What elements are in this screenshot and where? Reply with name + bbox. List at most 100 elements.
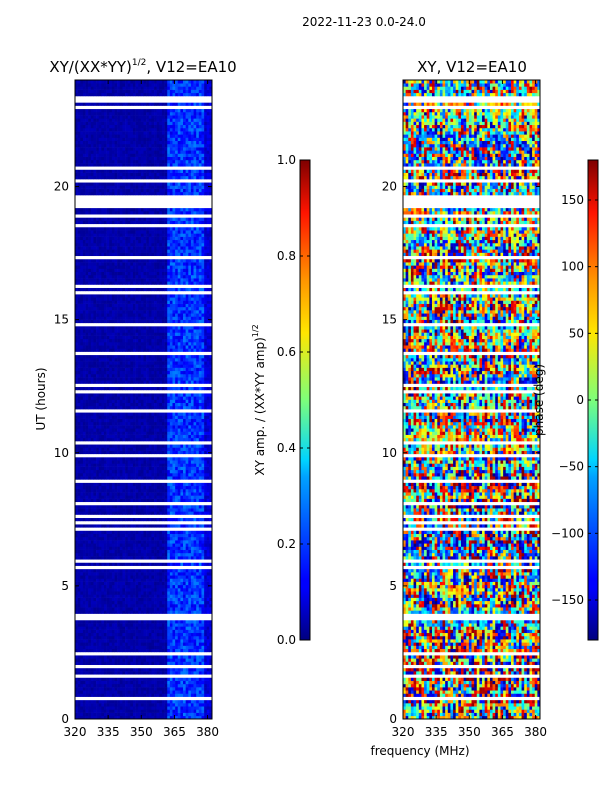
heatmap-cell [77,610,81,614]
heatmap-cell [90,645,94,650]
heatmap-cell [198,581,202,586]
heatmap-cell [130,508,134,512]
heatmap-cell [130,373,134,378]
heatmap-cell [122,402,126,407]
heatmap-cell [143,418,147,423]
heatmap-cell [164,476,168,480]
heatmap-cell [140,530,144,534]
heatmap-cell [77,428,81,432]
heatmap-cell [209,495,213,499]
heatmap-cell [154,495,157,499]
heatmap-cell [206,469,210,474]
heatmap-cell [114,661,118,665]
heatmap-cell [156,361,160,365]
heatmap-cell [85,709,89,713]
heatmap-cell [93,428,97,432]
heatmap-cell [175,524,179,528]
heatmap-cell [209,466,213,471]
heatmap-cell [161,469,165,474]
heatmap-cell [198,447,202,451]
heatmap-cell [177,421,181,426]
heatmap-cell [75,399,78,403]
heatmap-cell [209,508,213,512]
heatmap-cell [85,428,89,432]
heatmap-cell [130,530,134,534]
heatmap-cell [125,667,128,672]
heatmap-cell [156,619,160,624]
heatmap-cell [85,610,89,614]
heatmap-cell [88,457,92,461]
heatmap-cell [172,661,176,665]
heatmap-cell [156,508,160,512]
heatmap-cell [206,610,210,614]
heatmap-cell [85,645,89,650]
heatmap-cell [138,354,142,359]
heatmap-cell [172,581,176,586]
heatmap-cell [109,680,113,685]
heatmap-cell [185,405,189,410]
heatmap-cell [183,568,186,573]
heatmap-cell [143,546,147,550]
heatmap-cell [172,600,176,605]
heatmap-cell [167,517,171,522]
heatmap-cell [177,488,181,493]
heatmap-cell [154,703,157,707]
heatmap-cell [127,562,131,566]
heatmap-cell [201,482,205,487]
heatmap-cell [77,655,81,659]
heatmap-cell [185,648,189,653]
heatmap-cell [132,699,136,704]
heatmap-cell [175,533,179,538]
heatmap-cell [122,603,126,608]
heatmap-cell [93,568,97,573]
heatmap-cell [98,488,102,493]
heatmap-cell [161,600,165,605]
heatmap-cell [119,377,123,381]
heatmap-cell [159,421,163,426]
heatmap-cell [180,546,184,550]
heatmap-cell [80,425,84,429]
heatmap-cell [188,396,192,400]
heatmap-cell [183,517,186,522]
heatmap-cell [117,568,121,573]
heatmap-cell [80,546,84,550]
heatmap-cell [85,511,89,515]
heatmap-cell [103,364,107,368]
heatmap-cell [164,715,168,720]
heatmap-cell [167,699,171,704]
heatmap-cell [180,444,184,448]
heatmap-cell [88,447,92,451]
heatmap-cell [140,546,144,550]
heatmap-cell [130,485,134,490]
heatmap-cell [138,642,142,646]
heatmap-cell [201,476,205,480]
heatmap-cell [125,466,128,471]
heatmap-cell [206,584,210,589]
heatmap-cell [114,367,118,372]
heatmap-cell [85,680,89,685]
heatmap-cell [114,635,118,640]
heatmap-cell [80,645,84,650]
heatmap-cell [159,715,163,720]
heatmap-cell [96,450,100,455]
heatmap-cell [82,517,86,522]
heatmap-cell [77,629,81,634]
heatmap-cell [111,450,115,455]
heatmap-cell [156,517,160,522]
heatmap-cell [114,645,118,650]
heatmap-cell [151,572,155,576]
heatmap-cell [96,603,100,608]
heatmap-cell [161,485,165,490]
heatmap-cell [185,437,189,442]
heatmap-cell [209,699,213,704]
heatmap-cell [96,405,100,410]
heatmap-cell [198,421,202,426]
heatmap-cell [151,584,155,589]
heatmap-cell [151,361,155,365]
heatmap-cell [130,575,134,579]
heatmap-cell [75,667,78,672]
heatmap-cell [206,504,210,509]
heatmap-cell [140,421,144,426]
heatmap-cell [185,447,189,451]
heatmap-cell [172,377,176,381]
